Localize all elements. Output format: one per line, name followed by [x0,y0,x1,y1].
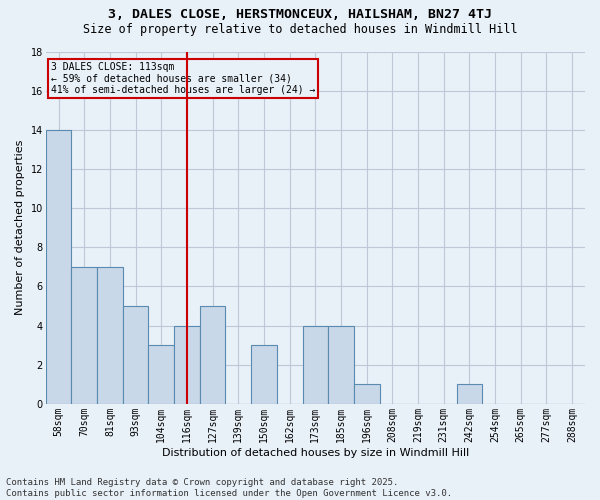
Bar [302,326,328,404]
Bar [251,345,277,404]
Y-axis label: Number of detached properties: Number of detached properties [15,140,25,316]
Bar [97,267,123,404]
Bar [328,326,354,404]
Bar [46,130,71,404]
Text: Contains HM Land Registry data © Crown copyright and database right 2025.
Contai: Contains HM Land Registry data © Crown c… [6,478,452,498]
Text: Size of property relative to detached houses in Windmill Hill: Size of property relative to detached ho… [83,22,517,36]
X-axis label: Distribution of detached houses by size in Windmill Hill: Distribution of detached houses by size … [162,448,469,458]
Bar [354,384,380,404]
Bar [174,326,200,404]
Text: 3 DALES CLOSE: 113sqm
← 59% of detached houses are smaller (34)
41% of semi-deta: 3 DALES CLOSE: 113sqm ← 59% of detached … [51,62,316,96]
Bar [71,267,97,404]
Text: 3, DALES CLOSE, HERSTMONCEUX, HAILSHAM, BN27 4TJ: 3, DALES CLOSE, HERSTMONCEUX, HAILSHAM, … [108,8,492,20]
Bar [148,345,174,404]
Bar [123,306,148,404]
Bar [200,306,226,404]
Bar [457,384,482,404]
